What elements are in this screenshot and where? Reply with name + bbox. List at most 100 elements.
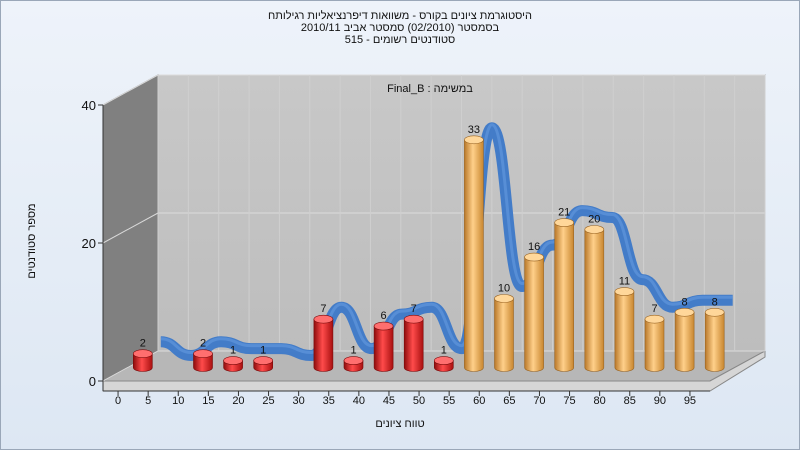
bar-body <box>554 222 574 372</box>
bar-top <box>704 307 725 317</box>
chart-subtitle-semester: בסמסטר (02/2010) סמסטר אביב 2010/11 <box>300 22 500 34</box>
gridline-diagonal <box>102 74 159 106</box>
bar-value-label: 8 <box>712 296 718 308</box>
bar-top <box>343 356 364 365</box>
bar-body <box>614 291 635 372</box>
x-tick-label: 80 <box>594 395 606 407</box>
bar-value-label: 1 <box>260 345 266 357</box>
bar-top <box>614 287 635 296</box>
bar: 20 <box>584 214 605 372</box>
bar-top <box>223 356 243 365</box>
bar-body <box>524 256 544 372</box>
bar-value-label: 33 <box>468 124 480 136</box>
x-tick-label: 5 <box>145 395 151 407</box>
bar: 1 <box>433 345 454 372</box>
y-tick-label: 0 <box>89 374 96 389</box>
bar-top <box>193 349 213 359</box>
bar-body <box>193 353 213 372</box>
bar: 1 <box>343 345 364 372</box>
x-tick-label: 70 <box>533 395 545 407</box>
bar-value-label: 8 <box>682 296 688 308</box>
x-tick-label: 15 <box>202 395 214 407</box>
bar: 21 <box>554 207 575 372</box>
bar-body <box>313 318 334 372</box>
x-tick-label: 10 <box>172 395 184 407</box>
bar-value-label: 2 <box>140 338 146 350</box>
bar: 7 <box>403 303 424 372</box>
bar: 33 <box>464 124 484 372</box>
chart-title-block: היסטוגרמת ציונים בקורס - משוואות דיפרנצי… <box>0 10 800 46</box>
bar-value-label: 16 <box>528 241 540 253</box>
bar-top <box>133 349 153 359</box>
bar-value-label: 11 <box>619 276 630 288</box>
bar-top <box>373 321 394 331</box>
bar: 8 <box>704 296 725 372</box>
bar-top <box>253 356 274 365</box>
x-tick-label: 85 <box>624 395 636 407</box>
bar: 7 <box>313 303 334 372</box>
x-tick-label: 50 <box>413 395 425 407</box>
bar-top <box>403 314 424 324</box>
bar-body <box>373 325 394 372</box>
bar: 2 <box>133 338 153 372</box>
x-tick-label: 0 <box>115 395 121 407</box>
bar-body <box>644 318 665 372</box>
bar: 2 <box>193 338 213 372</box>
bar-body <box>133 353 153 372</box>
bar: 6 <box>373 310 394 372</box>
y-axis-label: מספר סטודנטים <box>26 203 38 279</box>
bar-top <box>644 314 665 324</box>
bar: 16 <box>524 241 544 372</box>
bar-top <box>313 314 334 324</box>
x-tick-label: 25 <box>262 395 274 407</box>
bar-body <box>494 298 514 372</box>
bar-value-label: 1 <box>230 345 236 357</box>
x-tick-label: 90 <box>654 395 666 407</box>
x-tick-label: 40 <box>353 395 365 407</box>
bar: 1 <box>253 345 274 372</box>
bar-value-label: 10 <box>498 283 510 295</box>
bar-body <box>674 312 695 372</box>
bar: 10 <box>494 283 514 372</box>
bar-top <box>494 294 514 303</box>
x-tick-label: 95 <box>684 395 696 407</box>
y-tick-label: 20 <box>82 236 96 251</box>
bar-top <box>554 218 575 227</box>
bar-value-label: 1 <box>350 345 356 357</box>
gridline-diagonal <box>102 212 159 244</box>
bar-value-label: 20 <box>588 214 600 226</box>
bar: 1 <box>223 345 243 372</box>
chart-subtitle-students: סטודנטים רשומים - 515 <box>344 34 456 46</box>
bar-body <box>704 312 725 372</box>
chart-title: היסטוגרמת ציונים בקורס - משוואות דיפרנצי… <box>268 10 532 22</box>
bar-top <box>433 356 454 365</box>
bar-value-label: 2 <box>200 338 206 350</box>
bar-top <box>464 135 484 145</box>
x-tick-label: 20 <box>232 395 244 407</box>
bar-value-label: 7 <box>411 303 417 315</box>
bar: 11 <box>614 276 635 372</box>
bar: 7 <box>644 303 665 372</box>
bar-top <box>524 252 544 262</box>
bar-value-label: 7 <box>320 303 326 315</box>
x-tick-label: 45 <box>383 395 395 407</box>
bar-body <box>403 318 424 372</box>
bar-value-label: 21 <box>558 207 570 219</box>
bar-value-label: 1 <box>441 345 447 357</box>
x-tick-label: 65 <box>503 395 515 407</box>
bar: 8 <box>674 296 695 372</box>
bar-body <box>464 139 484 372</box>
bar-top <box>674 307 695 317</box>
chart-annotation: במשימה : Final_B <box>387 83 473 95</box>
bar-value-label: 7 <box>651 303 657 315</box>
x-axis-label: טווח ציונים <box>375 418 425 430</box>
bar-body <box>584 229 605 372</box>
y-tick-label: 40 <box>82 98 96 113</box>
x-tick-label: 60 <box>473 395 485 407</box>
bar-value-label: 6 <box>381 310 387 322</box>
x-tick-label: 55 <box>443 395 455 407</box>
bar-top <box>584 225 605 234</box>
x-tick-label: 30 <box>293 395 305 407</box>
x-tick-label: 35 <box>323 395 335 407</box>
